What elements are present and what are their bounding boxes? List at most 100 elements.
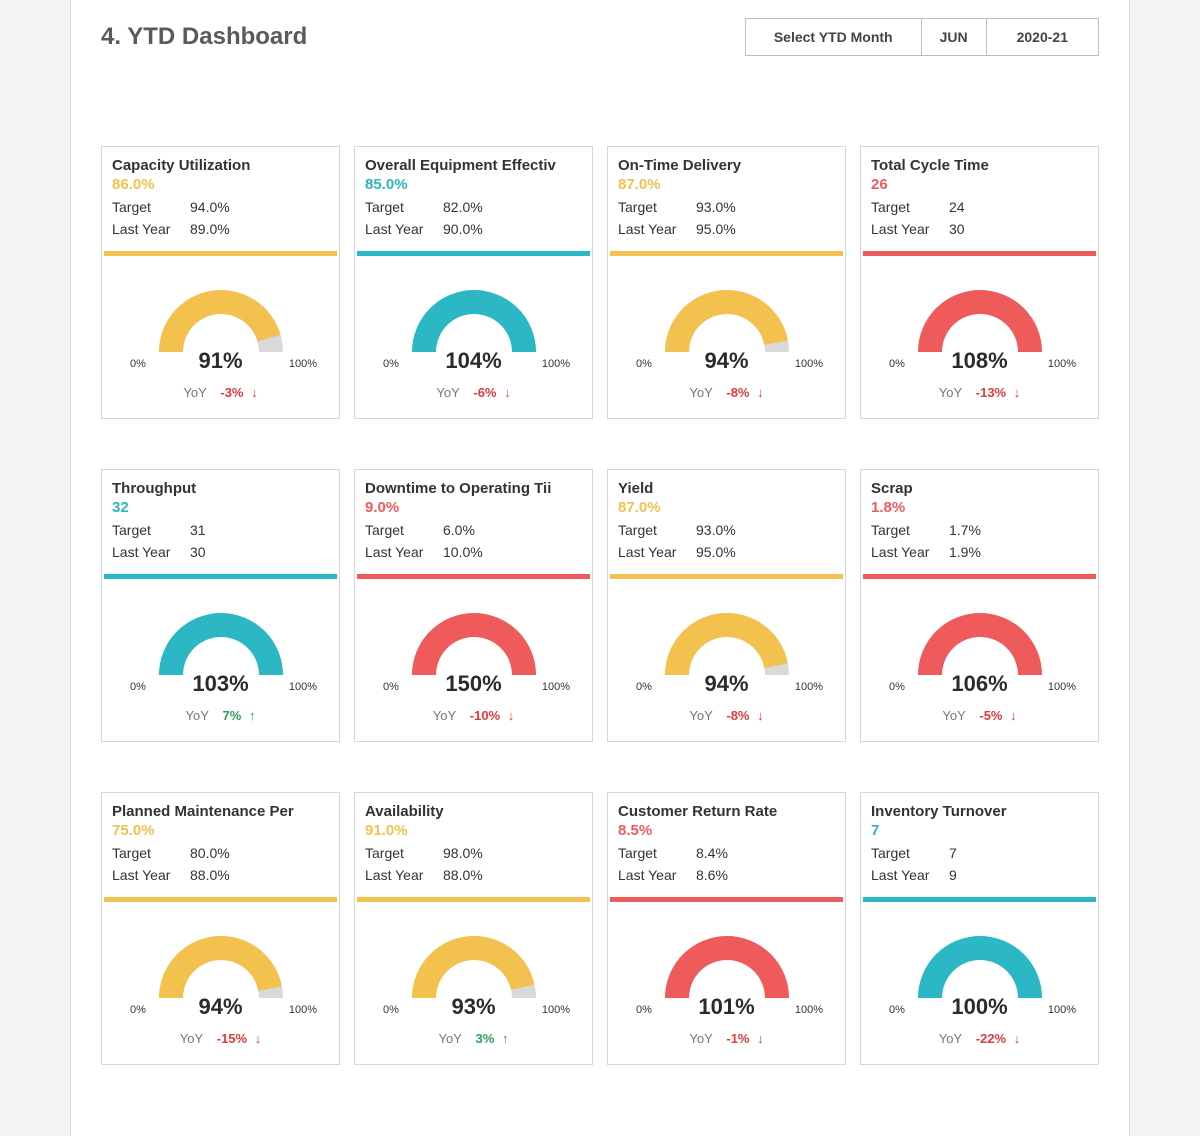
yoy-value: -6% — [473, 385, 496, 400]
kpi-lastyear-value: 95.0% — [696, 221, 736, 237]
gauge: 0% 100% 104% YoY -6% ↓ — [355, 268, 592, 418]
gauge-center-value: 94% — [608, 671, 845, 697]
yoy-value: 7% — [223, 708, 242, 723]
kpi-lastyear-row: Last Year 95.0% — [618, 221, 835, 237]
card-top: Planned Maintenance Per 75.0% Target 80.… — [102, 793, 339, 891]
gauge: 0% 100% 94% YoY -15% ↓ — [102, 914, 339, 1064]
yoy-label: YoY — [942, 708, 965, 723]
yoy-value: -22% — [976, 1031, 1006, 1046]
kpi-lastyear-row: Last Year 88.0% — [365, 867, 582, 883]
kpi-title: Scrap — [871, 480, 1088, 497]
kpi-target-row: Target 93.0% — [618, 199, 835, 215]
accent-bar — [104, 574, 337, 579]
kpi-grid: Capacity Utilization 86.0% Target 94.0% … — [101, 146, 1099, 1065]
kpi-lastyear-value: 1.9% — [949, 544, 981, 560]
kpi-lastyear-value: 30 — [190, 544, 206, 560]
kpi-target-value: 6.0% — [443, 522, 475, 538]
kpi-card: Downtime to Operating Tii 9.0% Target 6.… — [354, 469, 593, 742]
yoy-label: YoY — [689, 708, 712, 723]
dashboard-sheet: 4. YTD Dashboard Select YTD Month JUN 20… — [70, 0, 1130, 1136]
month-selector[interactable]: JUN — [921, 19, 986, 55]
card-top: Throughput 32 Target 31 Last Year 30 — [102, 470, 339, 568]
gauge-center-value: 150% — [355, 671, 592, 697]
yoy-row: YoY -13% ↓ — [861, 385, 1098, 400]
kpi-target-row: Target 94.0% — [112, 199, 329, 215]
kpi-current-value: 87.0% — [618, 499, 835, 516]
kpi-lastyear-value: 90.0% — [443, 221, 483, 237]
kpi-current-value: 9.0% — [365, 499, 582, 516]
arrow-down-icon: ↓ — [1014, 385, 1021, 400]
card-top: Customer Return Rate 8.5% Target 8.4% La… — [608, 793, 845, 891]
kpi-target-value: 93.0% — [696, 199, 736, 215]
target-label: Target — [871, 845, 949, 861]
arrow-up-icon: ↑ — [502, 1031, 509, 1046]
kpi-lastyear-value: 9 — [949, 867, 957, 883]
lastyear-label: Last Year — [618, 867, 696, 883]
gauge: 0% 100% 101% YoY -1% ↓ — [608, 914, 845, 1064]
kpi-title: Total Cycle Time — [871, 157, 1088, 174]
arrow-up-icon: ↑ — [249, 708, 256, 723]
yoy-value: -5% — [979, 708, 1002, 723]
arrow-down-icon: ↓ — [508, 708, 515, 723]
accent-bar — [610, 897, 843, 902]
gauge-center-value: 106% — [861, 671, 1098, 697]
yoy-row: YoY -5% ↓ — [861, 708, 1098, 723]
yoy-value: -8% — [726, 385, 749, 400]
kpi-current-value: 75.0% — [112, 822, 329, 839]
kpi-target-row: Target 8.4% — [618, 845, 835, 861]
accent-bar — [357, 251, 590, 256]
lastyear-label: Last Year — [112, 544, 190, 560]
kpi-card: Scrap 1.8% Target 1.7% Last Year 1.9% 0%… — [860, 469, 1099, 742]
year-selector[interactable]: 2020-21 — [986, 19, 1098, 55]
arrow-down-icon: ↓ — [757, 1031, 764, 1046]
kpi-lastyear-value: 88.0% — [443, 867, 483, 883]
accent-bar — [863, 251, 1096, 256]
kpi-lastyear-row: Last Year 95.0% — [618, 544, 835, 560]
kpi-target-value: 94.0% — [190, 199, 230, 215]
gauge-center-value: 101% — [608, 994, 845, 1020]
kpi-current-value: 8.5% — [618, 822, 835, 839]
kpi-target-row: Target 6.0% — [365, 522, 582, 538]
kpi-target-row: Target 1.7% — [871, 522, 1088, 538]
kpi-current-value: 85.0% — [365, 176, 582, 193]
target-label: Target — [365, 845, 443, 861]
gauge: 0% 100% 150% YoY -10% ↓ — [355, 591, 592, 741]
kpi-card: Throughput 32 Target 31 Last Year 30 0% … — [101, 469, 340, 742]
kpi-target-row: Target 7 — [871, 845, 1088, 861]
yoy-value: -10% — [470, 708, 500, 723]
yoy-label: YoY — [180, 1031, 203, 1046]
kpi-target-row: Target 24 — [871, 199, 1088, 215]
kpi-target-value: 31 — [190, 522, 206, 538]
kpi-lastyear-row: Last Year 89.0% — [112, 221, 329, 237]
target-label: Target — [871, 522, 949, 538]
kpi-current-value: 32 — [112, 499, 329, 516]
kpi-card: Inventory Turnover 7 Target 7 Last Year … — [860, 792, 1099, 1065]
kpi-lastyear-row: Last Year 8.6% — [618, 867, 835, 883]
yoy-row: YoY -3% ↓ — [102, 385, 339, 400]
header-row: 4. YTD Dashboard Select YTD Month JUN 20… — [101, 0, 1099, 56]
card-top: Downtime to Operating Tii 9.0% Target 6.… — [355, 470, 592, 568]
kpi-lastyear-value: 88.0% — [190, 867, 230, 883]
kpi-title: On-Time Delivery — [618, 157, 835, 174]
arrow-down-icon: ↓ — [1014, 1031, 1021, 1046]
page-root: 4. YTD Dashboard Select YTD Month JUN 20… — [0, 0, 1200, 1136]
yoy-label: YoY — [439, 1031, 462, 1046]
gauge-center-value: 94% — [102, 994, 339, 1020]
kpi-target-value: 7 — [949, 845, 957, 861]
lastyear-label: Last Year — [618, 221, 696, 237]
kpi-title: Customer Return Rate — [618, 803, 835, 820]
kpi-card: Capacity Utilization 86.0% Target 94.0% … — [101, 146, 340, 419]
lastyear-label: Last Year — [871, 221, 949, 237]
yoy-row: YoY -6% ↓ — [355, 385, 592, 400]
lastyear-label: Last Year — [618, 544, 696, 560]
kpi-card: Availability 91.0% Target 98.0% Last Yea… — [354, 792, 593, 1065]
arrow-down-icon: ↓ — [757, 385, 764, 400]
gauge-center-value: 103% — [102, 671, 339, 697]
accent-bar — [104, 251, 337, 256]
accent-bar — [610, 251, 843, 256]
kpi-lastyear-row: Last Year 30 — [112, 544, 329, 560]
gauge-center-value: 100% — [861, 994, 1098, 1020]
yoy-row: YoY -8% ↓ — [608, 385, 845, 400]
yoy-label: YoY — [939, 1031, 962, 1046]
target-label: Target — [618, 199, 696, 215]
